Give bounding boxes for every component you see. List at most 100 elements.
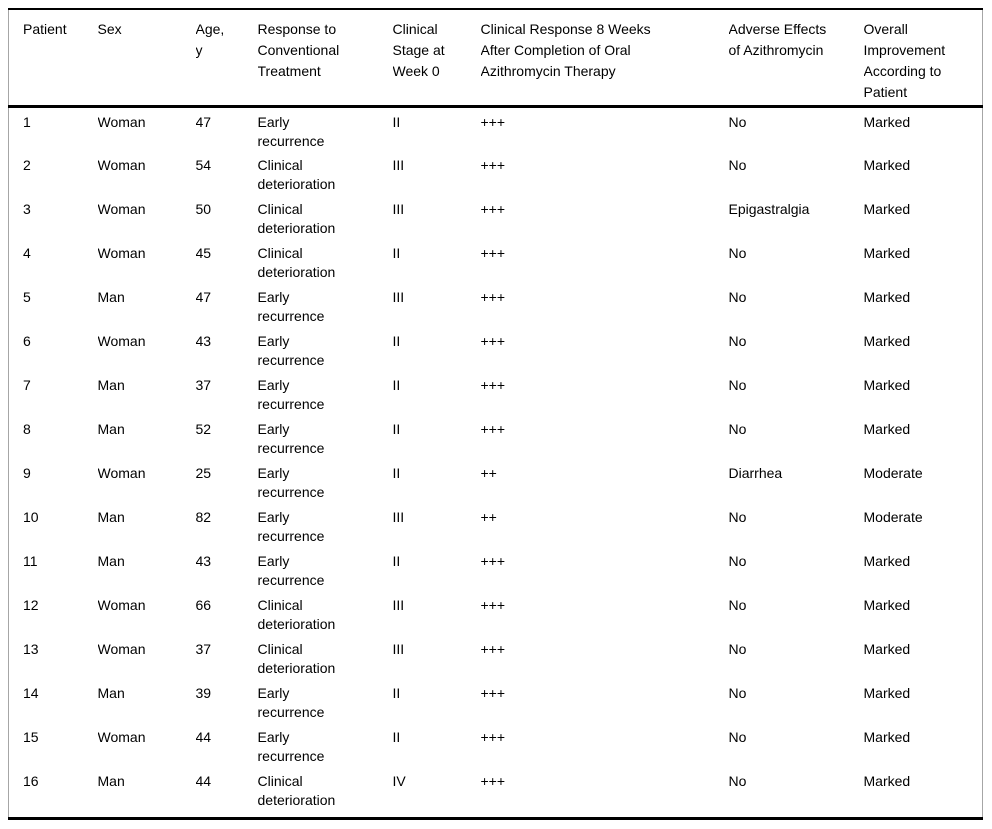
cell-clinical-response-8wk: +++: [480, 201, 506, 217]
cell-clinical-stage: II: [392, 553, 401, 569]
cell-clinical-response-8wk: +++: [480, 421, 506, 437]
cell-age: 39: [195, 685, 212, 701]
table-row: 16 Man 44 Clinical deterioration IV +++ No Mark…: [9, 767, 983, 819]
cell-sex: Woman: [97, 333, 146, 349]
cell-sex: Woman: [97, 245, 146, 261]
cell-clinical-stage: III: [392, 597, 405, 613]
column-header-response-conventional: Response to Conventional Treatment: [257, 9, 393, 108]
cell-overall-improvement: Marked: [863, 597, 911, 613]
column-header-sex: Sex: [97, 9, 196, 108]
cell-age: 66: [195, 597, 212, 613]
cell-patient: 15: [23, 729, 39, 745]
cell-patient: 11: [23, 553, 38, 569]
cell-clinical-response-8wk: +++: [480, 333, 506, 349]
cell-clinical-response-8wk: +++: [480, 553, 506, 569]
column-header-age: Age, y: [195, 9, 258, 108]
cell-overall-improvement: Marked: [863, 685, 911, 701]
table-row: 13 Woman 37 Clinical deterioration III +++ No M…: [9, 635, 983, 679]
cell-response-conventional: Clinical deterioration: [257, 157, 336, 192]
cell-overall-improvement: Marked: [863, 114, 911, 130]
cell-age: 47: [195, 289, 212, 305]
cell-patient: 12: [23, 597, 39, 613]
cell-adverse-effects: Diarrhea: [728, 465, 783, 481]
cell-adverse-effects: No: [728, 597, 747, 613]
cell-age: 43: [195, 333, 212, 349]
cell-response-conventional: Early recurrence: [257, 421, 325, 456]
cell-age: 50: [195, 201, 212, 217]
cell-age: 25: [195, 465, 212, 481]
table-row: 3 Woman 50 Clinical deterioration III +++ Epig…: [9, 195, 983, 239]
cell-response-conventional: Early recurrence: [257, 289, 325, 324]
cell-sex: Man: [97, 377, 125, 393]
cell-response-conventional: Early recurrence: [257, 553, 325, 588]
cell-overall-improvement: Marked: [863, 773, 911, 789]
cell-overall-improvement: Marked: [863, 553, 911, 569]
cell-response-conventional: Clinical deterioration: [257, 597, 336, 632]
cell-age: 37: [195, 641, 212, 657]
cell-clinical-stage: III: [392, 201, 405, 217]
cell-clinical-response-8wk: +++: [480, 597, 506, 613]
cell-overall-improvement: Marked: [863, 201, 911, 217]
cell-sex: Man: [97, 773, 125, 789]
cell-adverse-effects: No: [728, 114, 747, 130]
cell-clinical-response-8wk: +++: [480, 685, 506, 701]
column-header-adverse-effects: Adverse Effects of Azithromycin: [728, 9, 864, 108]
table-row: 4 Woman 45 Clinical deterioration II +++ No Mar…: [9, 239, 983, 283]
cell-overall-improvement: Marked: [863, 641, 911, 657]
table-row: 14 Man 39 Early recurrence II +++ No Marked: [9, 679, 983, 723]
cell-adverse-effects: No: [728, 509, 747, 525]
cell-clinical-response-8wk: +++: [480, 729, 506, 745]
table-body: 1 Woman 47 Early recurrence II +++ No Marked 2 Wo…: [9, 107, 983, 819]
table-row: 6 Woman 43 Early recurrence II +++ No Marked: [9, 327, 983, 371]
table-row: 7 Man 37 Early recurrence II +++ No Marked: [9, 371, 983, 415]
cell-response-conventional: Clinical deterioration: [257, 201, 336, 236]
cell-age: 44: [195, 729, 212, 745]
cell-overall-improvement: Marked: [863, 333, 911, 349]
cell-response-conventional: Clinical deterioration: [257, 773, 336, 808]
cell-clinical-stage: III: [392, 509, 405, 525]
cell-clinical-stage: III: [392, 641, 405, 657]
cell-patient: 10: [23, 509, 39, 525]
cell-sex: Man: [97, 553, 125, 569]
table-row: 1 Woman 47 Early recurrence II +++ No Marked: [9, 107, 983, 152]
cell-age: 44: [195, 773, 212, 789]
cell-overall-improvement: Marked: [863, 289, 911, 305]
cell-clinical-stage: II: [392, 421, 401, 437]
cell-clinical-stage: IV: [392, 773, 406, 789]
table-row: 2 Woman 54 Clinical deterioration III +++ No Ma…: [9, 151, 983, 195]
table-header: Patient Sex Age, y Response to Conventio…: [8, 9, 983, 108]
cell-patient: 5: [23, 289, 31, 305]
cell-clinical-stage: III: [392, 157, 405, 173]
cell-sex: Woman: [97, 597, 146, 613]
header-row: Patient Sex Age, y Response to Conventio…: [8, 9, 983, 108]
cell-patient: 1: [23, 114, 31, 130]
cell-response-conventional: Early recurrence: [257, 729, 325, 764]
cell-response-conventional: Clinical deterioration: [257, 641, 336, 676]
cell-adverse-effects: No: [728, 685, 747, 701]
cell-patient: 7: [23, 377, 31, 393]
cell-clinical-response-8wk: +++: [480, 245, 506, 261]
cell-response-conventional: Early recurrence: [257, 465, 325, 500]
cell-adverse-effects: No: [728, 773, 747, 789]
cell-clinical-response-8wk: +++: [480, 773, 506, 789]
cell-sex: Woman: [97, 201, 146, 217]
cell-sex: Woman: [97, 465, 146, 481]
cell-patient: 8: [23, 421, 31, 437]
cell-age: 82: [195, 509, 212, 525]
table-row: 12 Woman 66 Clinical deterioration III +++ No M…: [9, 591, 983, 635]
column-header-patient: Patient: [8, 9, 98, 108]
cell-overall-improvement: Marked: [863, 421, 911, 437]
cell-clinical-response-8wk: ++: [480, 465, 497, 481]
cell-patient: 13: [23, 641, 39, 657]
cell-adverse-effects: No: [728, 641, 747, 657]
cell-clinical-stage: II: [392, 245, 401, 261]
cell-age: 52: [195, 421, 212, 437]
cell-response-conventional: Early recurrence: [257, 114, 325, 149]
cell-clinical-response-8wk: +++: [480, 641, 506, 657]
table-row: 10 Man 82 Early recurrence III ++ No Moderate: [9, 503, 983, 547]
cell-clinical-stage: II: [392, 465, 401, 481]
cell-adverse-effects: No: [728, 553, 747, 569]
column-header-clinical-stage: Clinical Stage at Week 0: [392, 9, 481, 108]
cell-age: 54: [195, 157, 212, 173]
